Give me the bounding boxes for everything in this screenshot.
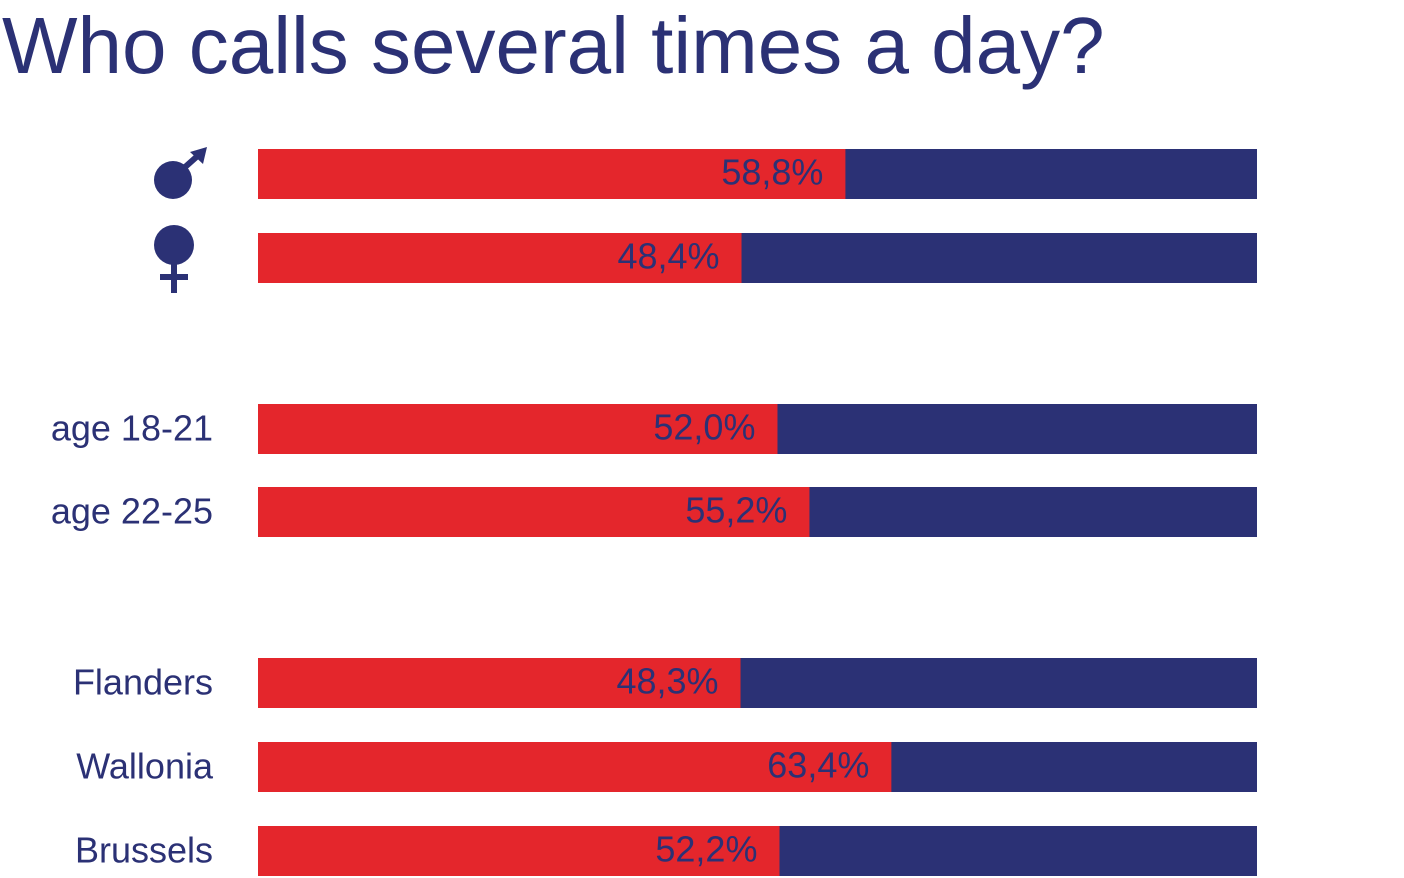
- bar: [258, 487, 810, 537]
- male-icon: [154, 147, 207, 199]
- bar: [258, 742, 892, 792]
- bar: [258, 149, 846, 199]
- female-icon: [154, 225, 194, 293]
- category-label: age 22-25: [51, 491, 213, 532]
- bar: [258, 658, 741, 708]
- value-label: 55,2%: [685, 490, 787, 531]
- value-label: 52,2%: [655, 829, 757, 870]
- category-label: Brussels: [75, 830, 213, 871]
- category-label: Wallonia: [76, 746, 214, 787]
- value-label: 63,4%: [767, 745, 869, 786]
- bar: [258, 233, 742, 283]
- value-label: 48,3%: [616, 661, 718, 702]
- category-label: age 18-21: [51, 408, 213, 449]
- value-label: 52,0%: [653, 407, 755, 448]
- chart-title: Who calls several times a day?: [2, 1, 1105, 90]
- value-label: 58,8%: [721, 152, 823, 193]
- bar: [258, 404, 778, 454]
- value-label: 48,4%: [617, 236, 719, 277]
- bar: [258, 826, 780, 876]
- category-label: Flanders: [73, 662, 213, 703]
